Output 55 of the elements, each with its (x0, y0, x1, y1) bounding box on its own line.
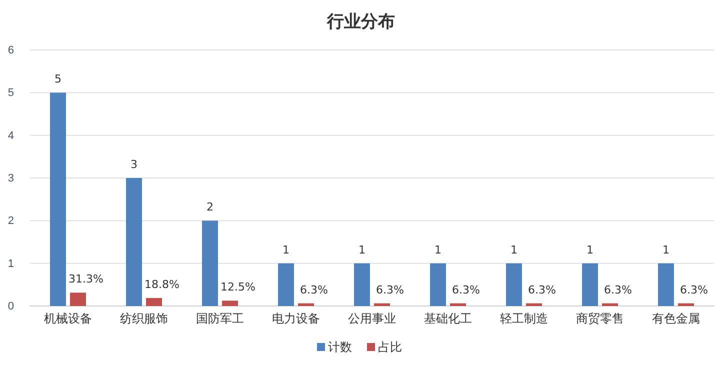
data-label: 6.3% (300, 283, 328, 296)
chart-title: 行业分布 (326, 12, 395, 32)
bar (582, 263, 598, 306)
x-tick-label: 轻工制造 (500, 312, 548, 326)
data-label: 5 (54, 72, 62, 86)
x-tick-label: 基础化工 (424, 312, 472, 326)
x-tick-label: 纺织服饰 (120, 312, 168, 326)
bar (222, 300, 238, 306)
data-label: 3 (130, 158, 138, 171)
bar (146, 298, 162, 306)
y-tick-label: 1 (8, 258, 14, 270)
x-tick-label: 电力设备 (272, 312, 320, 326)
data-label: 6.3% (680, 283, 708, 296)
y-tick-label: 6 (8, 44, 14, 57)
data-label: 18.8% (144, 278, 180, 291)
data-label: 1 (434, 243, 442, 256)
bar (202, 220, 218, 306)
x-tick-label: 有色金属 (652, 312, 700, 326)
data-label: 12.5% (220, 280, 256, 294)
bar (70, 292, 86, 306)
legend-label: 计数 (328, 340, 352, 354)
bar (374, 303, 390, 306)
data-label: 1 (358, 243, 366, 256)
bar (450, 303, 466, 306)
y-tick-label: 3 (8, 172, 14, 185)
x-tick-label: 国防军工 (196, 312, 244, 326)
x-tick-label: 商贸零售 (576, 312, 624, 326)
bar (126, 178, 142, 306)
bar (278, 263, 294, 306)
x-tick-label: 机械设备 (44, 312, 92, 326)
data-label: 6.3% (452, 283, 480, 296)
bar (506, 263, 522, 306)
data-label: 1 (510, 243, 518, 256)
y-tick-label: 5 (8, 87, 14, 100)
data-label: 6.3% (376, 283, 404, 296)
data-label: 1 (282, 243, 290, 256)
bar (50, 92, 66, 306)
data-label: 6.3% (528, 283, 556, 296)
bar (602, 303, 618, 306)
bar (526, 303, 542, 306)
data-label: 1 (586, 243, 594, 256)
x-tick-label: 公用事业 (348, 312, 396, 326)
bar (430, 263, 446, 306)
bar (298, 303, 314, 306)
bar (658, 263, 674, 306)
y-tick-label: 0 (8, 300, 14, 313)
y-tick-label: 2 (8, 215, 14, 228)
bar (354, 263, 370, 306)
legend-label: 占比 (378, 340, 402, 354)
data-label: 2 (206, 200, 214, 214)
data-label: 31.3% (68, 272, 104, 286)
data-label: 6.3% (604, 283, 632, 296)
bar (678, 303, 694, 306)
y-tick-label: 4 (8, 130, 14, 142)
data-label: 1 (662, 243, 670, 256)
